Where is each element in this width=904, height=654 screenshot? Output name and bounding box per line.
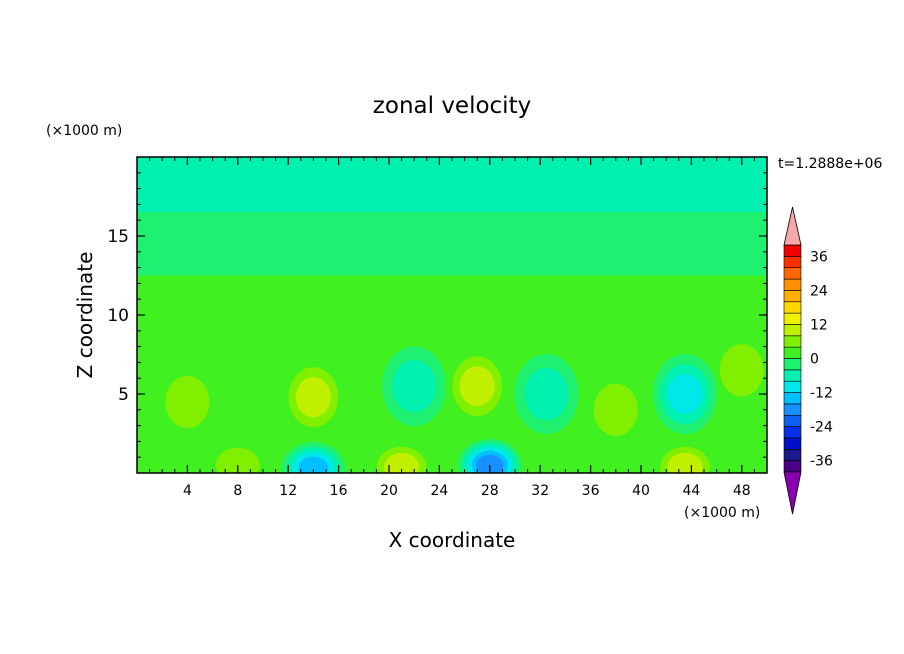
- colorbar-tick-label: -36: [810, 454, 833, 470]
- colorbar-swatch: [783, 278, 802, 291]
- colorbar-swatch: [783, 403, 802, 416]
- colorbar-swatch: [783, 335, 802, 348]
- colorbar-swatch: [783, 267, 802, 280]
- x-tick-label: 16: [330, 483, 348, 499]
- colorbar-tick-label: -24: [810, 420, 833, 436]
- colorbar-under-triangle: [783, 471, 802, 515]
- x-tick-label: 12: [279, 483, 297, 499]
- chart-title: zonal velocity: [373, 93, 531, 119]
- colorbar-swatch: [783, 244, 802, 257]
- contour-negative-anomaly: [667, 374, 703, 414]
- contour-positive-anomaly: [295, 377, 331, 418]
- time-label: t=1.2888e+06: [778, 156, 882, 172]
- x-tick-label: 36: [582, 483, 600, 499]
- colorbar-swatch: [783, 290, 802, 303]
- colorbar-swatch: [783, 358, 802, 371]
- x-tick-label: 8: [233, 483, 242, 499]
- colorbar-swatch: [783, 414, 802, 427]
- y-tick-label: 15: [107, 227, 129, 247]
- x-tick-label: 32: [531, 483, 549, 499]
- contour-surface-maximum: [215, 447, 260, 473]
- x-tick-label: 20: [380, 483, 398, 499]
- colorbar-tick-label: 12: [810, 317, 828, 333]
- field-layer-top-band: [137, 157, 767, 213]
- x-tick-label: 24: [430, 483, 448, 499]
- colorbar-tick-label: 36: [810, 249, 828, 265]
- contour-negative-anomaly: [524, 367, 569, 421]
- x-tick-label: 28: [481, 483, 499, 499]
- contour-positive-anomaly: [165, 375, 210, 429]
- contour-surface-minimum: [298, 456, 329, 473]
- contour-negative-anomaly: [392, 359, 437, 413]
- colorbar-swatch: [783, 346, 802, 359]
- contour-surface-minimum: [476, 454, 504, 473]
- contour-surface-maximum: [667, 452, 703, 473]
- colorbar-swatch: [783, 301, 802, 314]
- colorbar-swatch: [783, 312, 802, 325]
- x-tick-label: 44: [682, 483, 700, 499]
- colorbar-swatch: [783, 380, 802, 393]
- y-axis-label: Z coordinate: [73, 252, 97, 379]
- y-unit-label: (×1000 m): [46, 123, 122, 139]
- colorbar-tick-label: 0: [810, 352, 819, 368]
- x-axis: 4 8 12 16 20 24 28 32 36 40 44 48: [149, 157, 755, 499]
- x-tick-label: 40: [632, 483, 650, 499]
- colorbar-tick-label: 24: [810, 283, 828, 299]
- colorbar-swatch: [783, 369, 802, 382]
- y-tick-label: 5: [118, 385, 129, 405]
- colorbar-swatch: [783, 448, 802, 461]
- x-axis-label: X coordinate: [389, 528, 516, 552]
- colorbar-swatch: [783, 324, 802, 337]
- colorbar-swatch: [783, 256, 802, 269]
- contour-field: [137, 157, 767, 473]
- colorbar-swatch: [783, 460, 802, 473]
- x-unit-label: (×1000 m): [684, 505, 760, 521]
- field-layer-upper-band: [137, 212, 767, 276]
- x-tick-label: 4: [183, 483, 192, 499]
- contour-positive-anomaly: [719, 344, 764, 397]
- y-axis: 5 10 15: [107, 172, 767, 458]
- colorbar-swatch: [783, 426, 802, 439]
- contour-surface-maximum: [384, 452, 420, 473]
- contour-positive-anomaly: [459, 366, 495, 407]
- colorbar-swatch: [783, 437, 802, 450]
- colorbar-swatch: [783, 392, 802, 405]
- colorbar: 36 24 12 0 -12 -24 -36: [783, 206, 833, 515]
- x-tick-label: 48: [733, 483, 751, 499]
- colorbar-over-triangle: [783, 206, 802, 246]
- contour-positive-anomaly: [593, 383, 638, 436]
- y-tick-label: 10: [107, 306, 129, 326]
- colorbar-tick-label: -12: [810, 386, 833, 402]
- field-layer-mid-band: [137, 275, 767, 355]
